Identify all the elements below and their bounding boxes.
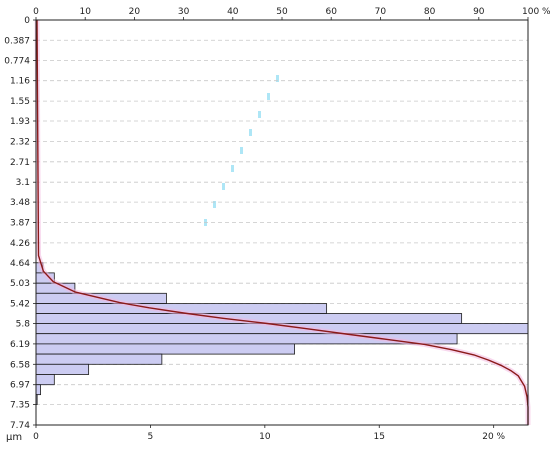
histogram-bars bbox=[35, 262, 529, 405]
top-tick-label: 50 bbox=[276, 7, 288, 17]
bottom-axis: 0 5 10 15 20 % bbox=[33, 425, 506, 442]
bottom-tick-label: 0 bbox=[33, 432, 39, 442]
watermark-mark bbox=[258, 111, 261, 118]
y-tick-label: 7.74 bbox=[10, 421, 30, 431]
bottom-tick-label: 15 bbox=[374, 432, 385, 442]
top-tick-label: 90 bbox=[473, 7, 485, 17]
top-tick-label: 20 bbox=[129, 7, 141, 17]
top-tick-label: 0 bbox=[33, 7, 39, 17]
top-tick-label: 40 bbox=[227, 7, 239, 17]
top-tick-label: 100 % bbox=[522, 7, 550, 17]
histogram-bar bbox=[35, 353, 163, 365]
top-axis: 0 10 20 30 40 50 60 70 80 90 100 % bbox=[33, 7, 550, 20]
bottom-tick-label: 10 bbox=[259, 432, 271, 442]
watermark-mark bbox=[240, 147, 243, 154]
y-axis: 0 0.387 0.774 1.16 1.55 1.93 2.32 2.71 3.1 3.48 3.… bbox=[4, 16, 36, 431]
watermark-mark bbox=[222, 183, 225, 190]
bottom-tick-label: 5 bbox=[148, 432, 154, 442]
watermark-mark bbox=[276, 75, 279, 82]
histogram-bar bbox=[35, 374, 55, 386]
y-tick-label: 6.19 bbox=[10, 340, 30, 350]
top-tick-label: 60 bbox=[325, 7, 337, 17]
top-tick-label: 70 bbox=[375, 7, 387, 17]
top-tick-label: 10 bbox=[79, 7, 91, 17]
cumulative-curve-line bbox=[36, 19, 529, 425]
y-tick-label: 0 bbox=[24, 16, 30, 26]
top-tick-label: 30 bbox=[178, 7, 190, 17]
y-tick-label: 7.35 bbox=[10, 401, 30, 411]
y-tick-label: 5.03 bbox=[10, 279, 30, 289]
y-tick-label: 1.93 bbox=[10, 117, 30, 127]
y-tick-label: 0.387 bbox=[4, 36, 30, 46]
watermark-mark bbox=[231, 165, 234, 172]
y-tick-label: 3.1 bbox=[16, 178, 30, 188]
y-unit-label: µm bbox=[6, 432, 22, 443]
histogram-bar bbox=[35, 384, 41, 396]
y-tick-label: 2.71 bbox=[10, 158, 30, 168]
histogram-bar bbox=[35, 343, 295, 355]
y-tick-label: 4.64 bbox=[10, 259, 30, 269]
y-tick-label: 1.55 bbox=[10, 97, 30, 107]
y-tick-label: 6.58 bbox=[10, 360, 30, 370]
y-tick-label: 3.48 bbox=[10, 198, 30, 208]
watermark-mark bbox=[267, 93, 270, 100]
y-tick-label: 0.774 bbox=[4, 57, 30, 67]
top-tick-label: 80 bbox=[424, 7, 436, 17]
watermark-mark bbox=[213, 201, 216, 208]
y-tick-label: 1.16 bbox=[10, 77, 30, 87]
y-tick-label: 5.42 bbox=[10, 300, 30, 310]
y-tick-label: 3.87 bbox=[10, 219, 30, 229]
watermark-marks bbox=[204, 75, 279, 226]
bottom-tick-label: 20 % bbox=[482, 432, 505, 442]
cumulative-curve bbox=[34, 19, 531, 425]
watermark-mark bbox=[249, 129, 252, 136]
y-tick-label: 2.32 bbox=[10, 137, 30, 147]
histogram-bar bbox=[35, 363, 90, 375]
y-tick-label: 6.97 bbox=[10, 381, 30, 391]
y-tick-label: 5.8 bbox=[16, 319, 31, 329]
y-tick-label: 4.26 bbox=[10, 239, 30, 249]
